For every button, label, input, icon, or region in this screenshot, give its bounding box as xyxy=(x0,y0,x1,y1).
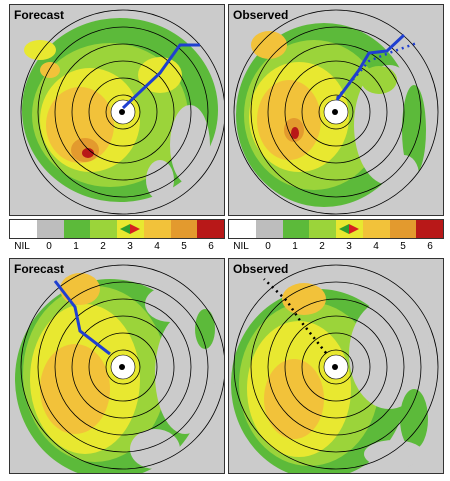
precip-field xyxy=(15,273,215,473)
right-arrow-icon xyxy=(349,224,360,234)
colorbar-seg-2 xyxy=(90,220,117,238)
observed-panel-top: Observed xyxy=(228,4,444,216)
range-rings xyxy=(233,9,439,215)
range-rings xyxy=(20,9,224,215)
panel-title: Observed xyxy=(233,8,289,22)
colorbar-seg-3 xyxy=(336,220,363,238)
panel-title: Forecast xyxy=(14,262,65,276)
colorbar-seg-6 xyxy=(416,220,443,238)
forecast-panel-bottom: Forecast xyxy=(9,258,225,474)
colorbar-seg-5 xyxy=(170,220,198,238)
right-arrow-icon xyxy=(130,224,141,234)
colorbar-label: NIL xyxy=(233,241,249,252)
forecast-track xyxy=(121,43,200,110)
colorbar-seg-2 xyxy=(309,220,336,238)
colorbar-seg-4 xyxy=(143,220,171,238)
colorbar-seg-6 xyxy=(197,220,224,238)
forecast-track xyxy=(335,33,406,101)
forecast-radar-map-bottom xyxy=(10,259,224,473)
colorbar-seg-0 xyxy=(36,220,64,238)
colorbar-right xyxy=(228,219,444,239)
colorbar-label: 0 xyxy=(46,241,52,252)
range-rings xyxy=(233,264,439,470)
colorbar-seg-nil xyxy=(10,220,37,238)
colorbar-label: 6 xyxy=(208,241,214,252)
colorbar-label: 2 xyxy=(100,241,106,252)
forecast-radar-map-top xyxy=(10,5,224,215)
colorbar-seg-1 xyxy=(282,220,310,238)
observed-track xyxy=(336,41,418,99)
colorbar-labels-right: NIL 0 1 2 3 4 5 6 xyxy=(228,241,442,255)
colorbar-label: 3 xyxy=(127,241,133,252)
colorbar-label: 0 xyxy=(265,241,271,252)
colorbar-labels-left: NIL 0 1 2 3 4 5 6 xyxy=(9,241,223,255)
colorbar-seg-5 xyxy=(389,220,417,238)
precip-field xyxy=(231,274,429,473)
colorbar-seg-1 xyxy=(63,220,91,238)
colorbar-label: 1 xyxy=(73,241,79,252)
panel-title: Forecast xyxy=(14,8,65,22)
colorbar-label: 5 xyxy=(400,241,406,252)
colorbar-label: 6 xyxy=(427,241,433,252)
forecast-track xyxy=(53,280,111,356)
colorbar-label: NIL xyxy=(14,241,30,252)
forecast-panel-top: Forecast xyxy=(9,4,225,216)
observed-radar-map-top xyxy=(229,5,443,215)
colorbar-seg-3 xyxy=(117,220,144,238)
panel-title: Observed xyxy=(233,262,289,276)
colorbar-label: 5 xyxy=(181,241,187,252)
observed-track xyxy=(263,278,327,354)
range-rings xyxy=(20,264,224,470)
colorbar-label: 4 xyxy=(373,241,379,252)
colorbar-seg-4 xyxy=(362,220,390,238)
colorbar-label: 3 xyxy=(346,241,352,252)
left-arrow-icon xyxy=(120,224,131,234)
colorbar-label: 1 xyxy=(292,241,298,252)
colorbar-seg-nil xyxy=(229,220,256,238)
precip-field xyxy=(236,23,426,207)
colorbar-left xyxy=(9,219,225,239)
left-arrow-icon xyxy=(339,224,350,234)
observed-radar-map-bottom xyxy=(229,259,443,473)
colorbar-label: 4 xyxy=(154,241,160,252)
observed-panel-bottom: Observed xyxy=(228,258,444,474)
colorbar-label: 2 xyxy=(319,241,325,252)
colorbar-seg-0 xyxy=(255,220,283,238)
